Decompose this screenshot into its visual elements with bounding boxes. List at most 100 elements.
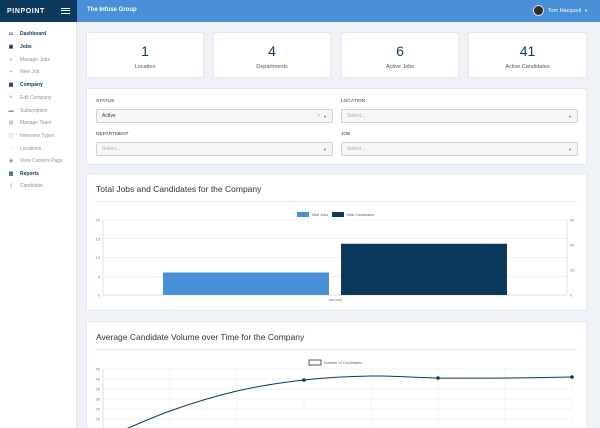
sidebar-item-reports[interactable]: ▥ Reports: [8, 171, 39, 177]
job-select[interactable]: Select... ▼: [341, 142, 578, 156]
list-icon: ≡: [9, 57, 13, 63]
y-tick-label: 25: [96, 407, 101, 412]
location-select-placeholder: Select...: [347, 113, 366, 119]
department-select-placeholder: Select...: [102, 146, 121, 152]
user-menu[interactable]: Tom Hacquoil ▼: [532, 5, 588, 16]
y-tick-label-right: 0: [570, 293, 573, 298]
legend-label-total-jobs: Total Jobs: [311, 213, 328, 217]
stat-label: Active Candidates: [505, 64, 550, 70]
chevron-down-icon: ▼: [568, 114, 572, 119]
bar-total-candidates: [341, 243, 507, 295]
top-bar: The Infuse Group Tom Hacquoil ▼: [77, 0, 600, 22]
sidebar-item-company[interactable]: ▦ Company: [8, 82, 43, 88]
document-icon: ▢: [8, 133, 14, 139]
pin-icon: ◌: [9, 146, 13, 152]
sidebar-item-label: New Job: [20, 69, 40, 75]
avatar: [532, 5, 544, 16]
status-select[interactable]: Active × ▼: [96, 109, 333, 123]
y-tick-label-right: 40: [570, 243, 575, 248]
bar-total-jobs: [163, 272, 329, 295]
monitor-icon: ▭: [8, 31, 14, 37]
y-tick-label: 20: [96, 417, 101, 422]
sidebar-item-label: Reports: [20, 171, 39, 177]
location-filter-label: LOCATION: [341, 99, 366, 104]
x-tick-label: January: [328, 298, 342, 302]
sidebar-item-label: Jobs: [20, 44, 32, 50]
chart-icon: ▥: [8, 171, 14, 177]
y-tick-label-right: 20: [570, 268, 575, 273]
y-tick-label-left: 15: [96, 236, 101, 241]
sidebar-item-interview-types[interactable]: ▢ Interview Types: [8, 133, 55, 139]
sidebar-item-label: Locations: [20, 146, 42, 152]
candidate-volume-chart-card: Average Candidate Volume over Time for t…: [86, 321, 587, 428]
sidebar-item-label: Manage Team: [20, 120, 52, 126]
sidebar-item-jobs[interactable]: ▣ Jobs: [8, 44, 32, 50]
sidebar-item-label: Company: [20, 82, 43, 88]
legend-label-total-candidates: Total Candidates: [346, 213, 374, 217]
sidebar-item-candidate[interactable]: ▯ Candidate: [8, 183, 43, 189]
sidebar-item-new-job[interactable]: + New Job: [8, 69, 40, 75]
data-point: [436, 376, 440, 380]
location-select[interactable]: Select... ▼: [341, 109, 578, 123]
y-tick-label: 40: [96, 377, 101, 382]
y-tick-label: 35: [96, 387, 101, 392]
chevron-down-icon: ▼: [568, 147, 572, 152]
y-tick-label-right: 60: [570, 218, 575, 223]
chart-title: Average Candidate Volume over Time for t…: [96, 332, 305, 342]
sidebar-item-manage-team[interactable]: ▤ Manage Team: [8, 120, 52, 126]
sidebar: ▭ Dashboard ▣ Jobs ≡ Manage Jobs + New Job ▦…: [0, 22, 77, 428]
hamburger-menu-icon[interactable]: [61, 6, 70, 15]
y-tick-label-left: 10: [96, 255, 101, 260]
sidebar-item-view-careers-page[interactable]: ◉ View Careers Page: [8, 158, 63, 164]
card-icon: ▬: [8, 108, 14, 114]
stat-label: Active Jobs: [385, 64, 415, 70]
legend-swatch-total-candidates: [332, 212, 344, 217]
stat-card-active-candidates: 41 Active Candidates: [468, 32, 587, 78]
sidebar-item-subscription[interactable]: ▬ Subscription: [8, 108, 48, 114]
y-tick-label: 15: [96, 427, 101, 428]
chevron-down-icon: ▼: [323, 114, 327, 119]
data-point: [570, 375, 574, 379]
y-tick-label: 45: [96, 367, 101, 372]
clear-icon[interactable]: ×: [317, 113, 320, 119]
job-filter-label: JOB: [341, 132, 351, 137]
stat-label: Departments: [256, 64, 288, 70]
stat-value: 1: [141, 43, 149, 59]
status-select-value: Active: [102, 113, 116, 119]
sidebar-item-dashboard[interactable]: ▭ Dashboard: [8, 31, 47, 37]
edit-icon: ✎: [8, 95, 14, 101]
department-filter-label: DEPARTMENT: [96, 132, 129, 137]
data-point: [302, 378, 306, 382]
user-icon: ▯: [9, 183, 13, 189]
stat-card-departments: 4 Departments: [213, 32, 331, 78]
building-icon: ▦: [8, 82, 14, 88]
sidebar-item-label: Interview Types: [20, 133, 55, 139]
y-tick-label-left: 0: [98, 293, 101, 298]
sidebar-item-manage-jobs[interactable]: ≡ Manage Jobs: [8, 57, 51, 63]
sidebar-item-label: View Careers Page: [20, 158, 63, 164]
chevron-down-icon: ▼: [323, 147, 327, 152]
sidebar-item-locations[interactable]: ◌ Locations: [8, 146, 42, 152]
divider: [96, 349, 577, 350]
sidebar-item-edit-company[interactable]: ✎ Edit Company: [8, 95, 52, 101]
stat-value: 6: [396, 43, 404, 59]
y-tick-label: 30: [96, 397, 101, 402]
line-chart: 1015202530354045Number of Candidates: [96, 359, 574, 428]
filters-card: STATUS Active × ▼ LOCATION Select... ▼ D…: [86, 88, 587, 165]
y-tick-label-left: 20: [96, 218, 101, 223]
sidebar-item-label: Edit Company: [20, 95, 52, 101]
stat-value: 41: [519, 43, 536, 59]
sidebar-item-label: Subscription: [20, 108, 48, 114]
legend-swatch-total-jobs: [297, 212, 309, 217]
brand-logo[interactable]: PINPOINT: [0, 0, 77, 22]
department-select[interactable]: Select... ▼: [96, 142, 333, 156]
jobs-candidates-chart-card: Total Jobs and Candidates for the Compan…: [86, 173, 587, 311]
legend-swatch-number-of-candidates: [308, 359, 322, 366]
plus-icon: +: [9, 69, 13, 75]
sidebar-item-label: Dashboard: [20, 31, 47, 37]
user-name: Tom Hacquoil: [547, 7, 582, 14]
team-icon: ▤: [8, 120, 14, 126]
sidebar-item-label: Candidate: [20, 183, 43, 189]
status-filter-label: STATUS: [96, 99, 115, 104]
chevron-down-icon: ▼: [584, 8, 588, 13]
